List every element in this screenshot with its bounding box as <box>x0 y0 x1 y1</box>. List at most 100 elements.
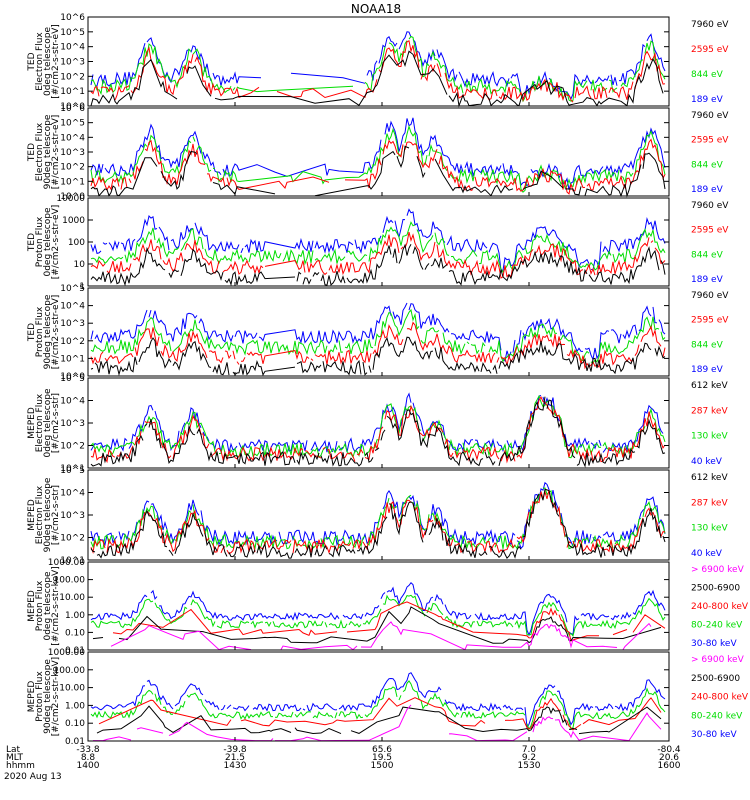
x-axis-row-label: hhmm <box>6 761 35 771</box>
x-tick-lat: -80.4 <box>657 745 681 755</box>
legend-entry: 287 keV <box>691 498 728 508</box>
y-axis-label-line: 90deg telescope <box>43 659 53 734</box>
green-series-trace <box>90 308 666 364</box>
y-tick-label: 0.01 <box>65 737 85 747</box>
green-series-trace <box>90 124 666 193</box>
y-tick-label: 10^0 <box>60 192 85 202</box>
panels: 10^010^110^210^310^410^510^6TEDElectron … <box>27 13 749 747</box>
legend-entry: 40 keV <box>691 549 723 559</box>
legend-entry: 7960 eV <box>691 291 729 301</box>
y-axis-label-line: Proton Flux <box>35 306 45 357</box>
legend-entry: 844 eV <box>691 250 724 260</box>
y-axis-label-line: [#/cm2-s-str] <box>51 393 61 453</box>
red-series-trace <box>112 601 666 642</box>
x-tick-hhmm: 1500 <box>371 761 394 771</box>
black-series-trace <box>90 243 666 287</box>
y-axis-label-line: TED <box>27 143 37 162</box>
y-axis-label-line: [#/cm2-s-str-eV] <box>51 205 61 280</box>
black-series-trace <box>90 488 666 559</box>
y-tick-label: 100.00 <box>54 576 86 586</box>
red-series-trace <box>90 40 666 103</box>
legend-entry: 80-240 keV <box>691 621 743 631</box>
blue-series-trace <box>90 302 666 362</box>
legend-entry: > 6900 keV <box>691 655 745 665</box>
legend-entry: 844 eV <box>691 160 724 170</box>
legend-entry: 2500-6900 <box>691 674 740 684</box>
y-axis-label-line: 90deg telescope <box>43 294 53 369</box>
y-tick-label: 0.10 <box>65 628 85 638</box>
y-axis-label-line: 0deg telescope <box>43 207 53 277</box>
y-tick-label: 10.00 <box>59 684 85 694</box>
green-series-trace <box>90 594 666 637</box>
y-tick-label: 10^4 <box>60 489 85 499</box>
legend-entry: 2595 eV <box>691 226 729 236</box>
y-tick-label: 10^2 <box>60 337 85 347</box>
black-series-trace <box>90 396 666 468</box>
y-tick-label: 10.00 <box>59 593 85 603</box>
y-tick-label: 0.10 <box>65 719 85 729</box>
legend-entry: 844 eV <box>691 70 724 80</box>
y-tick-label: 10^5 <box>60 284 85 294</box>
x-tick-hhmm: 1600 <box>658 761 681 771</box>
legend-entry: 7960 eV <box>691 20 729 30</box>
x-tick-mlt: 21.5 <box>225 753 245 763</box>
x-axis-row-label: Lat <box>6 745 21 755</box>
y-tick-label: 10^3 <box>60 319 85 329</box>
blue-series-trace <box>90 208 666 272</box>
panel-frame <box>87 651 670 742</box>
panel-8: 0.01 0.10 1.00 10.00 100.00 1000.00 MEPEDProto… <box>27 648 749 747</box>
y-tick-label: 100.00 <box>54 666 86 676</box>
figure-title: NOAA18 <box>351 2 401 16</box>
x-tick-hhmm: 1530 <box>518 761 541 771</box>
y-tick-label: 1.00 <box>65 701 85 711</box>
blue-series-trace <box>90 581 666 637</box>
y-tick-label: 10^5 <box>60 466 85 476</box>
y-axis-label-line: Electron Flux <box>35 32 45 91</box>
y-axis-label-line: 0deg telescope <box>43 571 53 641</box>
panel-1: 10^0 10^1 10^2 10^3 10^4 10^5 10^6 TEDElectron … <box>27 13 729 112</box>
y-tick-label: 10^3 <box>60 511 85 521</box>
y-axis-label-line: [#/cm2-s-str-eV] <box>51 115 61 190</box>
legend-entry: 30-80 keV <box>691 639 737 649</box>
black-series-trace <box>96 705 662 735</box>
y-tick-label: 10^0 <box>60 102 85 112</box>
y-tick-label: 10^5 <box>60 119 85 129</box>
y-tick-label: 10^4 <box>60 302 85 312</box>
x-tick-lat: -33.8 <box>76 745 100 755</box>
green-series-trace <box>90 680 666 731</box>
x-axis-row-label: MLT <box>6 753 24 763</box>
y-tick-label: 10^3 <box>60 419 85 429</box>
panel-frame <box>87 561 670 651</box>
legend-entry: 189 eV <box>691 365 724 375</box>
y-tick-label: 10^2 <box>60 163 85 173</box>
blue-series-trace <box>90 117 666 190</box>
y-axis-label-line: Proton Flux <box>35 671 45 722</box>
y-axis-label-line: TED <box>27 323 37 342</box>
y-tick-label: 10^1 <box>60 177 85 187</box>
legend-entry: 189 eV <box>691 95 724 105</box>
x-tick-hhmm: 1430 <box>224 761 247 771</box>
legend-entry: 30-80 keV <box>691 730 737 740</box>
legend-entry: 2595 eV <box>691 45 729 55</box>
panel-2: 10^0 10^1 10^2 10^3 10^4 10^5 10^6 TEDElectron … <box>27 104 729 202</box>
y-axis-label-line: MEPED <box>27 681 37 713</box>
legend-entry: 7960 eV <box>691 201 729 211</box>
y-tick-label: 1000.00 <box>48 648 85 658</box>
x-tick-mlt: 8.8 <box>81 753 96 763</box>
legend-entry: 240-800 keV <box>691 602 749 612</box>
panel-7: 0.01 0.10 1.00 10.00 100.00 1000.00 MEPEDProto… <box>27 558 749 656</box>
y-axis-label-line: Electron Flux <box>35 122 45 181</box>
y-axis-label-line: 0deg telescope <box>43 388 53 458</box>
y-axis-label-line: [#/cm2-s-str-keV] <box>51 657 61 736</box>
red-series-trace <box>90 231 666 279</box>
x-tick-mlt: 20.6 <box>659 753 679 763</box>
y-axis-label-line: Electron Flux <box>35 485 45 544</box>
legend-entry: 2595 eV <box>691 136 729 146</box>
time-axis-labels: LatMLThhmm-33.88.81400-39.821.5143065.61… <box>4 745 681 782</box>
black-series-trace <box>90 145 666 198</box>
y-tick-label: 0.01 <box>65 646 85 656</box>
y-tick-label: 10^1 <box>60 556 85 566</box>
